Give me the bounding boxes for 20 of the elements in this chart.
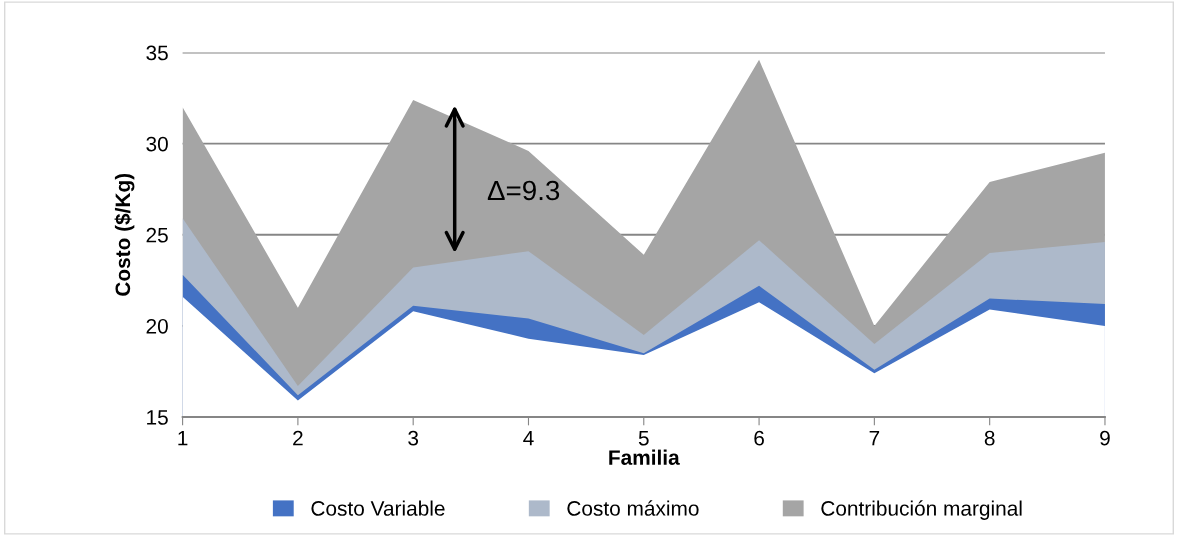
x-tick-label: 8 xyxy=(984,430,995,446)
x-tick-label: 1 xyxy=(178,430,188,446)
x-tick-label: 7 xyxy=(869,430,880,446)
x-tick-label: 2 xyxy=(293,430,303,446)
legend-label: Costo máximo xyxy=(567,500,699,516)
x-tick-label: 6 xyxy=(754,430,764,446)
x-tick-label: 9 xyxy=(1100,430,1110,446)
y-tick-label: 15 xyxy=(147,410,168,425)
y-tick-label: 20 xyxy=(146,318,168,334)
legend-label: Contribución marginal xyxy=(821,500,1022,520)
y-tick-label: 25 xyxy=(146,227,168,243)
y-tick-label: 30 xyxy=(146,136,168,152)
x-tick-label: 5 xyxy=(638,430,649,446)
legend-label: Costo Variable xyxy=(311,500,445,516)
y-axis-title: Costo ($/Kg) xyxy=(114,173,135,296)
annotation: Δ=9.3 xyxy=(487,180,560,201)
y-tick-label: 35 xyxy=(146,45,168,61)
x-axis-title: Familia xyxy=(609,449,680,465)
x-tick-label: 4 xyxy=(523,430,534,446)
x-tick-label: 3 xyxy=(408,430,419,446)
